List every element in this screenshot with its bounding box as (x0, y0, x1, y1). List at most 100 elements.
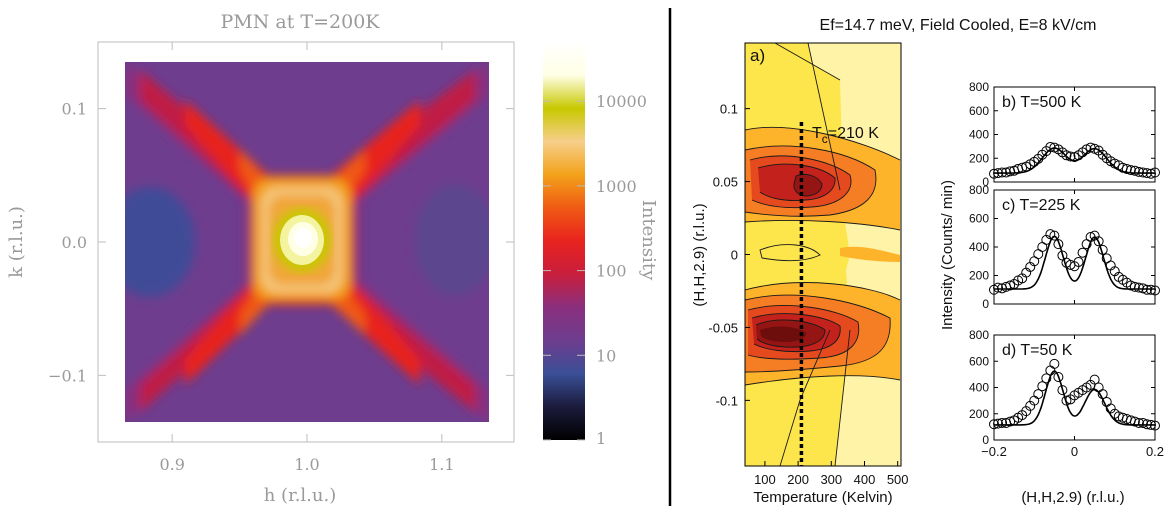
panel-a-y-tick-label: -0.05 (708, 320, 738, 335)
left-heatmap-image (125, 62, 489, 422)
data-point (1001, 167, 1012, 178)
x-tick-label: −0.2 (981, 444, 1007, 459)
panel-a-label: a) (750, 46, 765, 65)
data-point (1150, 420, 1160, 431)
panel-a-x-axis: 100 200 300 400 500 (754, 461, 909, 487)
data-point (1093, 236, 1104, 247)
panel-a-x-tick-label: 400 (854, 472, 876, 487)
data-point (1049, 230, 1060, 241)
colorbar-tick-label: 1000 (596, 177, 637, 196)
data-point (1145, 168, 1156, 179)
left-title: PMN at T=200K (221, 11, 381, 33)
data-point (1057, 385, 1068, 396)
left-y-tick-label: 0.1 (62, 100, 87, 119)
y-tick-label: 600 (969, 212, 989, 226)
panel-a-xlabel: Temperature (Kelvin) (753, 489, 892, 506)
right-xlabel: (H,H,2.9) (r.l.u.) (1021, 489, 1124, 506)
panel-a-y-tick-label: 0.1 (720, 102, 738, 117)
data-point (1133, 166, 1144, 177)
data-point (1145, 284, 1156, 295)
panel-a-y-tick-label: 0 (731, 248, 738, 263)
data-point (1097, 389, 1108, 400)
data-point (1150, 167, 1160, 178)
panel-a-y-tick-label: -0.1 (716, 393, 738, 408)
y-tick-label: 400 (969, 128, 989, 142)
y-tick-label: 800 (969, 183, 989, 197)
y-tick-label: 600 (969, 354, 989, 368)
data-point (1005, 416, 1016, 427)
data-point (1125, 165, 1136, 176)
left-y-tick-label: 0.0 (62, 233, 87, 252)
panel-b: 800 600 400 200 0 b) T=500 K (969, 80, 1160, 189)
intensity-panels: 800 600 400 200 0 b) T=500 K 800 600 400 200 0 c) T… (969, 80, 1164, 459)
left-heatmap: PMN at T=200K 0.9 1.0 1.1 0.1 0.0 −0.1 (6, 11, 515, 506)
y-tick-label: 200 (969, 151, 989, 165)
colorbar-tick-label: 1 (596, 429, 606, 448)
colorbar-bar (543, 42, 585, 440)
y-tick-label: 200 (969, 407, 989, 421)
data-point (1145, 419, 1156, 430)
y-tick-label: 800 (969, 80, 989, 94)
data-point (1017, 162, 1028, 173)
panel-a-y-axis: 0.1 0.05 0 -0.05 -0.1 (708, 102, 750, 408)
data-point (1041, 373, 1052, 384)
left-ylabel: k (r.l.u.) (6, 206, 27, 278)
data-point (1129, 281, 1140, 292)
right-ylabel: Intensity (Counts/ min) (939, 180, 956, 330)
data-point (1089, 374, 1100, 385)
panel-a-ylabel: (H,H,2.9) (r.l.u.) (691, 203, 708, 306)
colorbar-tick-label: 100 (596, 262, 627, 281)
data-point (1049, 358, 1060, 369)
data-point (1037, 381, 1048, 392)
data-point (1137, 417, 1148, 428)
data-point (1133, 282, 1144, 293)
left-x-axis: 0.9 1.0 1.1 (159, 42, 455, 474)
panel-c: 800 600 400 200 0 c) T=225 K (969, 183, 1160, 311)
data-point (1005, 280, 1016, 291)
data-point (1141, 419, 1152, 430)
panel-label: b) T=500 K (1002, 94, 1082, 111)
data-point (997, 167, 1008, 178)
data-point (1085, 232, 1096, 243)
fit-line (994, 370, 1155, 426)
y-tick-label: 400 (969, 240, 989, 254)
colorbar-ticks: 10000 1000 100 10 1 (543, 92, 647, 448)
data-point (1061, 150, 1072, 161)
colorbar: 10000 1000 100 10 1 Intensity (543, 42, 659, 448)
panel-a-x-tick-label: 200 (787, 472, 809, 487)
y-tick-label: 800 (969, 328, 989, 342)
left-x-tick-label: 0.9 (159, 455, 184, 474)
y-tick-label: 400 (969, 381, 989, 395)
panel-label: c) T=225 K (1002, 197, 1081, 214)
data-point (1137, 167, 1148, 178)
data-point (1137, 283, 1148, 294)
data-point (1073, 256, 1084, 267)
data-point (1065, 151, 1076, 162)
data-point (1141, 168, 1152, 179)
panel-a-contours (745, 43, 901, 466)
y-tick-label: 0 (982, 175, 989, 189)
left-x-tick-label: 1.0 (294, 455, 319, 474)
data-point (1150, 285, 1160, 296)
colorbar-label: Intensity (638, 200, 659, 281)
tc-annotation: Tc=210 K (812, 125, 879, 146)
data-point (1125, 280, 1136, 291)
panel-a-y-tick-label: 0.05 (713, 175, 738, 190)
colorbar-tick-label: 10 (596, 346, 616, 365)
data-point (1053, 372, 1064, 382)
left-x-tick-label: 1.1 (429, 455, 454, 474)
panel-frame (993, 334, 1156, 441)
data-point (1097, 244, 1108, 255)
y-tick-label: 600 (969, 104, 989, 118)
data-point (1045, 229, 1056, 240)
data-point (1141, 284, 1152, 295)
data-point (993, 168, 1004, 179)
data-point (1053, 239, 1064, 250)
panel-a-x-tick-label: 500 (887, 472, 909, 487)
data-point (1133, 417, 1144, 428)
y-tick-label: 200 (969, 269, 989, 283)
data-point (1061, 395, 1072, 406)
panel-a-x-tick-label: 100 (754, 472, 776, 487)
left-xlabel: h (r.l.u.) (264, 485, 337, 506)
